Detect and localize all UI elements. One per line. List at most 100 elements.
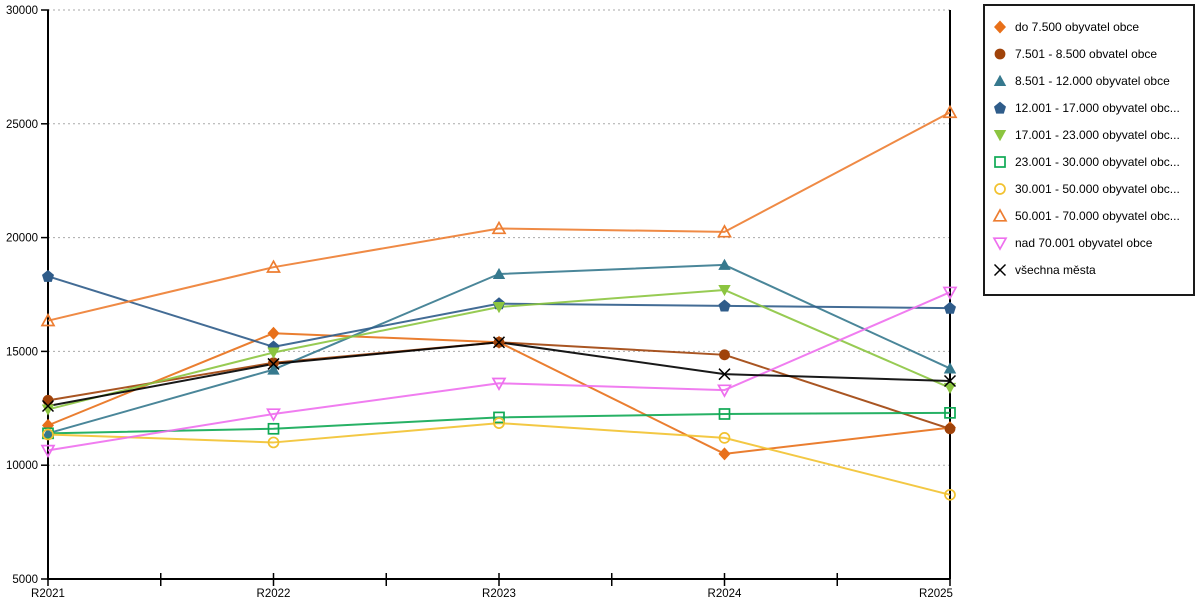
marker-shape [266,259,281,273]
legend-label: do 7.500 obyvatel obce [1015,19,1140,34]
legend-item-12001-17000: 12.001 - 17.000 obyvatel obc... [985,94,1193,121]
y-tick-label: 15000 [6,346,38,358]
data-point-12001-17000-R2025 [944,301,956,314]
legend-item-23001-30000: 23.001 - 30.000 obyvatel obc... [985,148,1193,175]
data-point-nad-70001-R2023 [491,377,507,392]
data-point-23001-30000-R2025 [944,407,956,419]
legend-marker-icon [994,101,1006,114]
marker-shape [943,382,957,395]
marker-shape [994,20,1006,33]
marker-shape [718,368,731,381]
data-point-7501-8500-R2021 [42,394,54,406]
data-point-nad-70001-R2025 [942,286,958,300]
legend-marker-8501-12000 [993,74,1007,86]
marker-shape [267,357,280,370]
data-point-30001-50000-R2023 [493,417,505,429]
data-point-50001-70000-R2021 [40,312,56,327]
data-point-7501-8500-R2022 [268,357,279,369]
legend-label: 50.001 - 70.000 obyvatel obc... [1015,208,1180,223]
data-point-vsechna-mesta-R2021 [41,399,55,413]
data-point-nad-70001-R2022 [266,408,281,422]
data-point-do-7500-R2024 [718,447,731,461]
legend-marker-icon [994,20,1006,33]
legend-marker-icon [992,207,1008,222]
marker-shape [993,74,1007,86]
data-point-do-7500-R2022 [267,326,280,340]
marker-shape [718,299,731,312]
legend-item-7501-8500: 7.501 - 8.500 obvatel obce [985,40,1193,67]
data-point-17001-23000-R2022 [267,347,280,359]
legend-label: 8.501 - 12.000 obyvatel obce [1015,73,1170,88]
data-point-nad-70001-R2024 [717,384,732,398]
marker-shape [42,394,54,406]
data-point-12001-17000-R2024 [718,299,731,312]
marker-shape [491,220,507,235]
data-point-23001-30000-R2023 [493,411,505,424]
legend-item-do-7500: do 7.500 obyvatel obce [985,13,1193,40]
x-tick-label: R2022 [257,588,291,600]
data-point-7501-8500-R2024 [719,349,730,361]
marker-shape [267,422,280,435]
series-line-nad-70001 [47,291,951,452]
data-point-vsechna-mesta-R2023 [492,336,506,349]
marker-shape [267,436,280,449]
data-point-8501-12000-R2025 [943,362,957,374]
marker-shape [267,347,280,359]
legend-marker-12001-17000 [994,101,1006,114]
series-line-50001-70000 [47,111,951,322]
marker-shape [267,326,280,340]
marker-shape [41,404,55,416]
marker-shape [717,384,732,398]
data-point-12001-17000-R2021 [42,269,54,282]
legend-label: 30.001 - 50.000 obyvatel obc... [1015,181,1180,196]
marker-shape [493,417,505,429]
data-point-23001-30000-R2024 [718,408,731,420]
legend-label: 23.001 - 30.000 obyvatel obc... [1015,154,1180,169]
legend-marker-17001-23000 [993,129,1007,141]
legend-marker-icon [994,182,1006,195]
marker-shape [718,284,731,297]
marker-shape [718,447,731,461]
data-point-8501-12000-R2021 [41,427,55,439]
data-point-50001-70000-R2023 [491,220,507,235]
marker-shape [40,444,56,459]
y-tick-label: 5000 [12,574,38,586]
data-point-50001-70000-R2024 [717,224,732,238]
marker-shape [993,129,1007,141]
data-point-17001-23000-R2021 [41,404,55,416]
legend-marker-icon [993,74,1007,86]
legend-label: všechna města [1015,262,1096,277]
y-tick-label: 10000 [6,460,38,472]
legend-marker-icon [994,48,1006,59]
legend-marker-vsechna-mesta [993,263,1007,276]
legend-item-50001-70000: 50.001 - 70.000 obyvatel obc... [985,202,1193,229]
legend-item-17001-23000: 17.001 - 23.000 obyvatel obc... [985,121,1193,148]
series-line-30001-50000 [47,422,951,496]
y-tick-label: 25000 [6,119,38,131]
legend-item-nad-70001: nad 70.001 obyvatel obce [985,229,1193,256]
chart-legend: do 7.500 obyvatel obce 7.501 - 8.500 obva… [983,4,1195,296]
marker-shape [41,399,55,413]
marker-shape [266,408,281,422]
legend-item-vsechna-mesta: všechna města [985,256,1193,283]
y-tick-label: 30000 [6,5,38,17]
data-point-8501-12000-R2022 [267,363,280,375]
legend-label: nad 70.001 obyvatel obce [1015,235,1153,250]
series-line-7501-8500 [47,341,951,430]
data-point-17001-23000-R2024 [718,284,731,297]
marker-shape [992,236,1008,251]
data-point-30001-50000-R2022 [267,436,280,449]
marker-shape [994,101,1006,114]
marker-shape [944,301,956,314]
data-point-nad-70001-R2021 [40,444,56,459]
data-point-8501-12000-R2023 [492,267,506,280]
legend-marker-icon [993,263,1007,276]
data-point-7501-8500-R2025 [944,423,956,435]
marker-shape [944,488,956,501]
data-point-30001-50000-R2025 [944,488,956,501]
marker-shape [719,349,730,361]
legend-marker-23001-30000 [994,155,1006,168]
marker-shape [943,362,957,374]
marker-shape [718,432,731,444]
